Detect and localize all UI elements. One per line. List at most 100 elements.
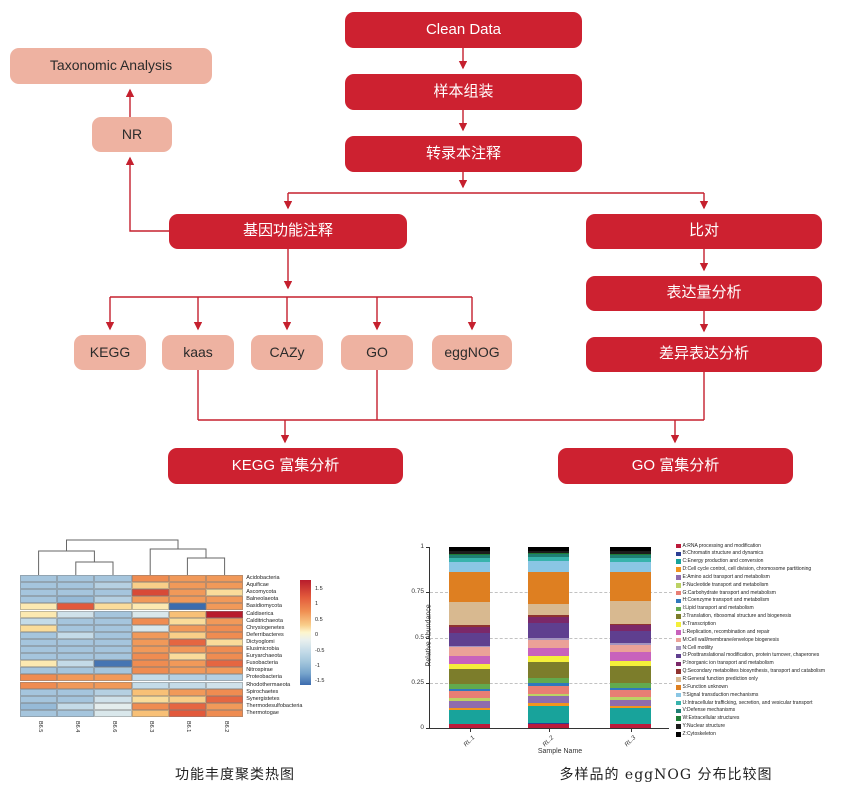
legend-label: H:Coenzyme transport and metabolism — [682, 597, 770, 604]
heatmap-cell — [131, 681, 169, 689]
bar-segment-E — [610, 699, 651, 707]
bar-segment-L — [449, 655, 490, 665]
legend-item-L: L:Replication, recombination and repair — [676, 629, 770, 635]
legend-swatch — [676, 661, 681, 666]
barchart-caption: 多样品的 eggNOG 分布比较图 — [559, 767, 773, 783]
heatmap-cell — [94, 646, 132, 654]
legend-label: P:Inorganic ion transport and metabolism — [682, 660, 774, 667]
bar-segment-R — [449, 601, 490, 625]
legend-label: R:General function prediction only — [682, 675, 758, 682]
heatmap-row-label: Caldiserica — [246, 610, 274, 617]
bar-segment-Y — [610, 550, 651, 554]
x-tick-mark — [469, 729, 471, 732]
heatmap-cell — [168, 638, 206, 646]
bar-segment-J — [528, 662, 569, 678]
heatmap-cell — [131, 653, 169, 661]
bar-segment-V — [449, 554, 490, 559]
heatmap-cell — [206, 709, 244, 717]
legend-label: K:Transcription — [682, 621, 716, 627]
heatmap-cell — [20, 674, 58, 682]
heatmap-cell — [206, 653, 244, 661]
legend-item-S: S:Function unknown — [676, 684, 728, 690]
legend-label: W:Extracellular structures — [682, 715, 740, 722]
heatmap-cell — [168, 631, 206, 639]
bar-segment-F — [528, 694, 569, 697]
heatmap-cell — [168, 695, 206, 703]
heatmap-cell — [57, 596, 95, 604]
legend-swatch — [676, 677, 681, 682]
legend-item-N: N:Cell motility — [676, 645, 713, 651]
legend-label: L:Replication, recombination and repair — [682, 628, 770, 635]
heatmap-cell — [131, 695, 169, 703]
heatmap-cell — [94, 631, 132, 639]
legend-label: B:Chromatin structure and dynamics — [682, 550, 764, 557]
heatmap-cell — [57, 653, 95, 661]
heatmap-cell — [206, 596, 244, 604]
legend-label: N:Cell motility — [682, 644, 714, 651]
heatmap-cell — [94, 695, 132, 703]
bar-segment-O — [528, 622, 569, 638]
bar-segment-A — [449, 724, 490, 728]
heatmap-cell — [57, 674, 95, 682]
heatmap-cell — [131, 667, 169, 675]
bar-segment-D — [528, 703, 569, 706]
heatmap-cell — [206, 617, 244, 625]
bar-segment-I — [610, 682, 651, 688]
colorbar-tick: 1.5 — [315, 586, 323, 592]
x-axis-line — [429, 728, 669, 729]
heatmap-cell — [131, 575, 169, 583]
heatmap-cell — [57, 638, 95, 646]
legend-label: Y:Nuclear structure — [682, 723, 726, 730]
heatmap-row-label: Spirochaetes — [246, 688, 279, 695]
heatmap-cell — [131, 596, 169, 604]
legend-item-C: C:Energy production and conversion — [676, 559, 763, 565]
legend-swatch — [676, 559, 681, 564]
heatmap-cell — [131, 617, 169, 625]
legend-swatch — [676, 724, 681, 729]
legend-label: Q:Secondary metabolites biosynthesis, tr… — [682, 668, 826, 675]
bar-segment-S — [528, 572, 569, 604]
bar-segment-Y — [449, 551, 490, 554]
bar-segment-N — [449, 645, 490, 648]
heatmap-row-label: Dictyoglomi — [246, 638, 275, 645]
heatmap-cell — [94, 596, 132, 604]
legend-swatch — [676, 606, 681, 612]
y-tick-mark — [426, 682, 429, 684]
heatmap-cell — [57, 589, 95, 597]
heatmap-cell — [168, 575, 206, 583]
legend-label: O:Posttranslational modification, protei… — [682, 652, 820, 659]
bar-segment-E — [528, 696, 569, 704]
bar-segment-L — [528, 648, 569, 657]
bar-segment-H — [610, 687, 651, 691]
heatmap-row-label: Deferribacteres — [246, 631, 284, 638]
legend-item-I: I:Lipid transport and metabolism — [676, 606, 754, 612]
legend-label: G:Carbohydrate transport and metabolism — [682, 589, 776, 596]
node-kegg: KEGG — [74, 335, 146, 370]
legend-label: Z:Cytoskeleton — [682, 730, 716, 737]
heatmap-cell — [206, 582, 244, 590]
heatmap-cell — [20, 702, 58, 710]
heatmap-cell — [168, 596, 206, 604]
bar-segment-W — [610, 553, 651, 555]
heatmap-cell — [57, 575, 95, 583]
heatmap-cell — [20, 688, 58, 696]
bar-segment-L — [610, 652, 651, 661]
heatmap-cell — [131, 638, 169, 646]
bar-segment-S — [449, 571, 490, 602]
node-cazy: CAZy — [251, 335, 323, 370]
legend-item-H: H:Coenzyme transport and metabolism — [676, 598, 769, 604]
heatmap-cell — [57, 667, 95, 675]
node-nr: NR — [92, 117, 172, 152]
bar-segment-F — [449, 698, 490, 701]
y-axis-line — [429, 547, 430, 729]
bar-segment-W — [449, 553, 490, 555]
heatmap-cell — [131, 631, 169, 639]
heatmap-caption: 功能丰度聚类热图 — [175, 767, 295, 783]
heatmap-row-label: Euryarchaeota — [246, 653, 282, 660]
legend-swatch — [676, 685, 681, 690]
heatmap-cell — [206, 575, 244, 583]
bar-segment-P — [610, 625, 651, 632]
heatmap-cell — [206, 667, 244, 675]
heatmap-cell — [168, 709, 206, 717]
